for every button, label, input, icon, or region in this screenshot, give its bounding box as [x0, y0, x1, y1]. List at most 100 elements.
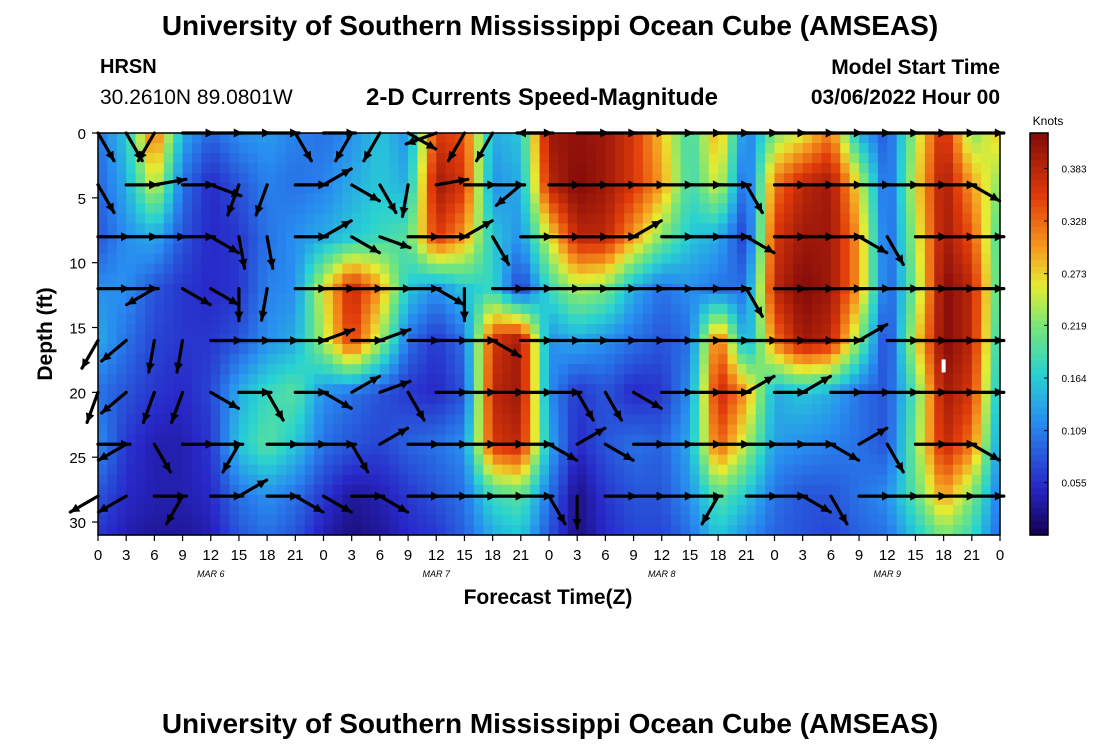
heatmap-cell: [577, 444, 588, 456]
heatmap-cell: [614, 303, 625, 315]
heatmap-cell: [868, 414, 879, 426]
heatmap-cell: [699, 293, 710, 305]
heatmap-cell: [370, 323, 381, 335]
heatmap-cell: [342, 374, 353, 385]
heatmap-cell: [783, 434, 794, 446]
heatmap-cell: [981, 303, 992, 315]
heatmap-cell: [389, 474, 400, 486]
heatmap-cell: [765, 524, 776, 536]
heatmap-cell: [445, 303, 456, 315]
heatmap-cell: [107, 183, 118, 194]
heatmap-cell: [718, 243, 729, 255]
heatmap-cell: [116, 354, 127, 365]
heatmap-cell: [915, 233, 926, 245]
heatmap-cell: [953, 143, 964, 154]
heatmap-cell: [116, 424, 127, 436]
heatmap-cell: [135, 344, 146, 355]
heatmap-cell: [830, 163, 841, 174]
heatmap-cell: [126, 143, 137, 154]
heatmap-cell: [530, 183, 541, 194]
heatmap-cell: [473, 303, 484, 315]
heatmap-cell: [849, 173, 860, 184]
heatmap-cell: [642, 163, 653, 174]
heatmap-cell: [426, 253, 437, 265]
heatmap-cell: [652, 414, 663, 426]
heatmap-cell: [793, 454, 804, 466]
heatmap-cell: [98, 424, 108, 436]
heatmap-cell: [605, 524, 616, 536]
heatmap-cell: [614, 223, 625, 235]
heatmap-cell: [398, 183, 409, 194]
heatmap-cell: [98, 203, 108, 214]
heatmap-cell: [530, 213, 541, 225]
heatmap-cell: [736, 243, 747, 255]
heatmap-cell: [586, 354, 597, 365]
heatmap-cell: [98, 173, 108, 184]
heatmap-cell: [154, 293, 165, 305]
heatmap-cell: [755, 143, 766, 154]
heatmap-cell: [840, 263, 851, 275]
heatmap-cell: [896, 203, 907, 214]
heatmap-cell: [896, 364, 907, 375]
heatmap-cell: [267, 223, 278, 235]
heatmap-cell: [661, 273, 672, 285]
heatmap-cell: [915, 153, 926, 164]
heatmap-cell: [163, 434, 174, 446]
heatmap-cell: [783, 273, 794, 285]
heatmap-cell: [520, 454, 531, 466]
heatmap-cell: [520, 404, 531, 415]
heatmap-cell: [943, 354, 954, 365]
heatmap-cell: [342, 153, 353, 164]
heatmap-cell: [614, 143, 625, 154]
heatmap-cell: [445, 404, 456, 415]
heatmap-cell: [370, 514, 381, 526]
current-vector: [334, 131, 354, 163]
heatmap-cell: [849, 223, 860, 235]
heatmap-cell: [520, 223, 531, 235]
heatmap-cell: [135, 394, 146, 405]
heatmap-cell: [238, 444, 249, 456]
heatmap-cell: [577, 153, 588, 164]
heatmap-cell: [924, 153, 935, 164]
heatmap-cell: [624, 153, 635, 164]
heatmap-cell: [821, 424, 832, 436]
heatmap-cell: [924, 163, 935, 174]
heatmap-cell: [868, 444, 879, 456]
heatmap-cell: [812, 384, 823, 395]
heatmap-cell: [642, 484, 653, 496]
heatmap-cell: [379, 313, 390, 325]
heatmap-cell: [849, 153, 860, 164]
heatmap-cell: [351, 173, 362, 184]
heatmap-cell: [248, 133, 259, 144]
heatmap-cell: [276, 354, 287, 365]
heatmap-cell: [887, 163, 898, 174]
heatmap-cell: [671, 213, 682, 225]
heatmap-cell: [708, 454, 719, 466]
heatmap-cell: [924, 313, 935, 325]
heatmap-cell: [191, 434, 202, 446]
heatmap-cell: [793, 143, 804, 154]
heatmap-cell: [417, 243, 428, 255]
heatmap-cell: [652, 364, 663, 375]
heatmap-cell: [276, 424, 287, 436]
heatmap-cell: [558, 223, 569, 235]
heatmap-cell: [887, 504, 898, 516]
heatmap-cell: [558, 374, 569, 385]
heatmap-cell: [126, 163, 137, 174]
heatmap-cell: [614, 524, 625, 536]
heatmap-cell: [558, 384, 569, 395]
heatmap-cell: [981, 514, 992, 526]
heatmap-cell: [323, 444, 334, 456]
heatmap-cell: [361, 484, 372, 496]
heatmap-cell: [821, 494, 832, 506]
x-tick-label: 6: [376, 547, 384, 564]
heatmap-cell: [314, 303, 325, 315]
heatmap-cell: [736, 444, 747, 456]
heatmap-cell: [417, 514, 428, 526]
heatmap-cell: [144, 514, 155, 526]
heatmap-cell: [173, 404, 184, 415]
heatmap-cell: [755, 474, 766, 486]
heatmap-cell: [379, 213, 390, 225]
heatmap-cell: [201, 283, 212, 295]
heatmap-cell: [539, 504, 550, 516]
